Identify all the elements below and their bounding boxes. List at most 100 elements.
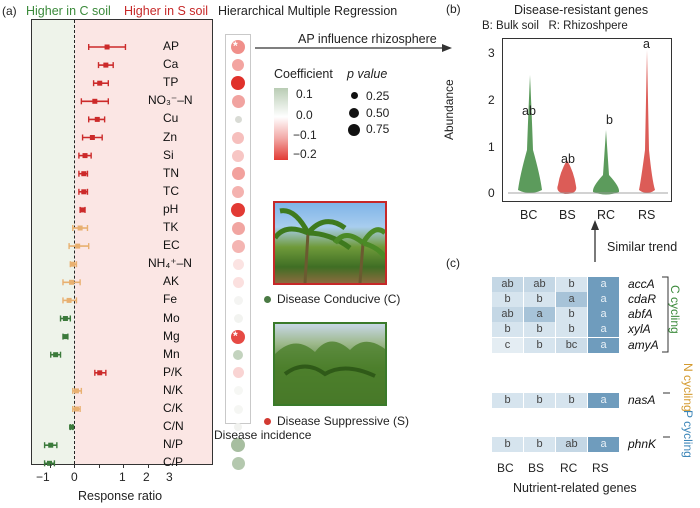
violin-cat-bc: BC <box>520 208 538 222</box>
heatmap-cell: b <box>492 292 523 307</box>
heatmap-cell: bc <box>556 338 587 353</box>
suppressive-marker <box>264 418 271 425</box>
heatmap-cell: b <box>556 277 587 292</box>
coefficient-dot <box>232 149 244 162</box>
heatmap-cell: a <box>588 322 619 337</box>
point-estimate <box>81 171 87 177</box>
point-estimate <box>62 316 68 321</box>
variable-label: Mn <box>163 346 180 361</box>
point-estimate <box>89 135 95 140</box>
gene-label: abfA <box>628 307 653 321</box>
variable-label: EC <box>163 238 180 253</box>
point-estimate <box>75 243 81 249</box>
x-axis-label: Response ratio <box>78 489 163 503</box>
coef-tick-01: 0.1 <box>296 87 313 101</box>
point-estimate <box>70 261 76 267</box>
suppressive-field-photo <box>273 322 387 406</box>
variable-label: TK <box>163 220 179 234</box>
point-estimate <box>73 406 79 412</box>
heatmap-cell: c <box>492 338 523 353</box>
heatmap-cell: a <box>556 292 587 307</box>
pvalue-025: 0.25 <box>366 89 390 103</box>
coefficient-dot <box>232 367 244 379</box>
heatmap-cell: b <box>524 338 555 353</box>
heatmap-cell: b <box>556 307 587 322</box>
xtick-0: 0 <box>71 470 78 484</box>
coefficient-dot <box>231 239 245 253</box>
heatmap-cell: b <box>524 437 555 452</box>
coef-column-label: Disease incidence <box>214 428 312 442</box>
violin-letter-rc: b <box>606 113 613 127</box>
heatmap-cell: a <box>588 292 619 307</box>
variable-label: pH <box>163 201 179 216</box>
conducive-marker <box>264 296 271 303</box>
coefficient-dot <box>233 349 243 360</box>
legend-higher-c: Higher in C soil <box>26 4 111 18</box>
point-estimate <box>73 388 79 394</box>
coefficient-dot <box>232 59 244 72</box>
panel-c-label: (c) <box>446 256 460 270</box>
heatmap-cell: a <box>588 393 619 408</box>
conducive-label: Disease Conducive (C) <box>277 292 401 306</box>
point-estimate <box>53 352 59 358</box>
x-axis-tick <box>74 464 75 468</box>
gene-label: phnK <box>628 437 657 451</box>
heat-col-bc: BC <box>497 461 514 475</box>
variable-label: Cu <box>163 111 179 126</box>
heatmap-xlabel: Nutrient-related genes <box>513 481 637 495</box>
point-estimate <box>69 424 75 430</box>
variable-label: Mg <box>163 328 180 343</box>
coefficient-dot <box>233 386 243 396</box>
coefficient-dot <box>232 258 244 270</box>
point-estimate <box>103 62 109 68</box>
suppressive-label: Disease Suppressive (S) <box>277 414 410 428</box>
point-estimate <box>47 460 52 466</box>
point-estimate <box>77 225 83 231</box>
pvalue-075: 0.75 <box>366 122 390 136</box>
point-estimate <box>94 116 100 122</box>
point-estimate <box>97 370 103 376</box>
gene-label: xylA <box>628 322 651 336</box>
variable-label: NH₄⁺–N <box>148 256 192 271</box>
regression-title: Hierarchical Multiple Regression <box>218 4 398 18</box>
violin-cat-rs: RS <box>638 208 656 222</box>
heatmap-cell: a <box>588 437 619 452</box>
heatmap-cell: b <box>492 322 523 337</box>
point-estimate <box>97 80 103 86</box>
heatmap-cell: b <box>556 393 587 408</box>
heatmap-cell: b <box>556 322 587 337</box>
heat-col-rs: RS <box>592 461 609 475</box>
gene-label: amyA <box>628 338 659 352</box>
coef-colorbar <box>274 88 288 160</box>
heatmap-cell: ab <box>492 307 523 322</box>
coefficient-dot <box>231 94 245 108</box>
violin-cat-rc: RC <box>597 208 616 222</box>
conducive-field-photo <box>273 201 387 285</box>
group-p-cycling: P cycling <box>681 410 695 458</box>
arrow-label: AP influence rhizosphere <box>298 32 437 46</box>
coefficient-dot <box>233 295 243 305</box>
coefficient-dot <box>234 115 242 123</box>
panel-a-label: (a) <box>2 4 17 18</box>
coef-tick-00: 0.0 <box>296 108 313 122</box>
heat-col-bs: BS <box>528 461 545 475</box>
variable-label: Fe <box>163 292 178 307</box>
x-axis-tick <box>123 464 124 468</box>
point-estimate <box>80 207 86 213</box>
point-estimate <box>66 297 72 303</box>
coefficient-dot <box>231 167 245 181</box>
legend-higher-s: Higher in S soil <box>124 4 209 18</box>
heatmap-cell: b <box>524 322 555 337</box>
coef-tick-neg01: −0.1 <box>293 128 317 142</box>
coefficient-dot <box>231 202 245 217</box>
xtick-2: 2 <box>143 470 150 484</box>
heatmap-cell: a <box>588 338 619 353</box>
gene-label: cdaR <box>628 292 657 306</box>
heatmap-cell: ab <box>556 437 587 452</box>
coef-legend-title: Coefficient <box>274 67 333 81</box>
variable-label: P/K <box>163 364 183 379</box>
pvalue-dot-large <box>348 124 360 136</box>
